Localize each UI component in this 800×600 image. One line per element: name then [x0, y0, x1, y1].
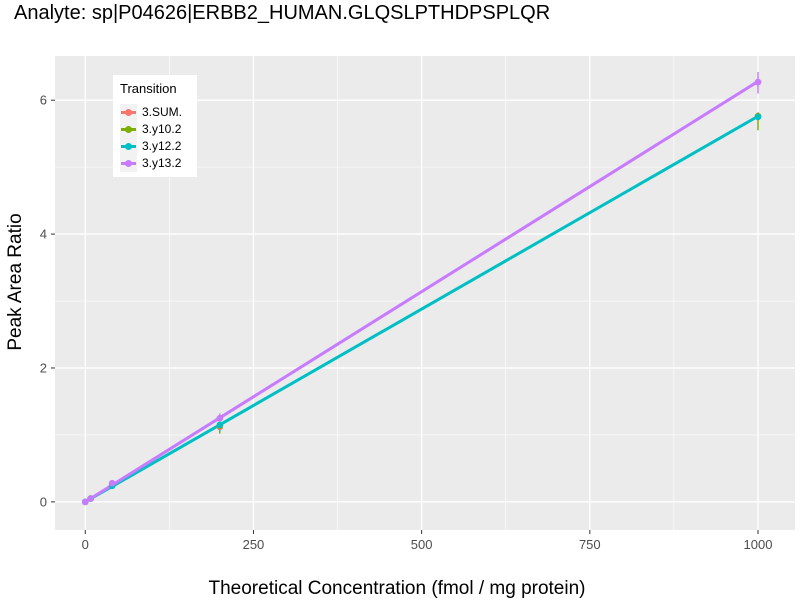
data-point	[216, 421, 224, 429]
data-point	[108, 479, 116, 487]
data-point	[87, 495, 94, 502]
legend-point-swatch	[125, 160, 132, 167]
legend-item-3-y10-2: 3.y10.2	[120, 121, 196, 138]
legend: Transition 3.SUM. 3.y10.2 3.y12.2 3.y13.…	[113, 75, 197, 177]
legend-label: 3.y10.2	[142, 122, 182, 136]
fit-line	[84, 80, 759, 504]
legend-label: 3.y12.2	[142, 139, 182, 153]
legend-item-3-y13-2: 3.y13.2	[120, 155, 196, 172]
x-tick-label: 750	[579, 537, 601, 552]
fit-line	[84, 114, 759, 504]
legend-item-3-sum: 3.SUM.	[120, 104, 196, 121]
y-tick-label: 2	[40, 360, 47, 375]
legend-key	[120, 104, 137, 121]
x-tick-label: 250	[243, 537, 265, 552]
y-tick-label: 4	[40, 227, 47, 242]
legend-title: Transition	[120, 81, 177, 96]
x-tick-label: 1000	[744, 537, 773, 552]
x-axis-title: Theoretical Concentration (fmol / mg pro…	[208, 578, 586, 599]
chart-title: Analyte: sp|P04626|ERBB2_HUMAN.GLQSLPTHD…	[14, 2, 551, 24]
data-point	[754, 78, 762, 86]
x-tick-label: 500	[411, 537, 433, 552]
data-point	[81, 498, 89, 506]
legend-key	[120, 121, 137, 138]
data-points	[81, 78, 762, 506]
legend-point-swatch	[125, 126, 132, 133]
legend-point-swatch	[125, 143, 132, 150]
y-tick-label: 6	[40, 93, 47, 108]
x-tick-label: 0	[82, 537, 89, 552]
y-axis-ticks: 0 2 4 6	[40, 93, 55, 509]
legend-key	[120, 138, 137, 155]
data-point	[754, 113, 762, 121]
fit-lines	[84, 80, 759, 504]
legend-item-3-y12-2: 3.y12.2	[120, 138, 196, 155]
major-gridlines	[55, 56, 795, 530]
legend-label: 3.SUM.	[142, 105, 183, 119]
legend-key	[120, 155, 137, 172]
y-axis-title: Peak Area Ratio	[5, 213, 26, 351]
legend-point-swatch	[125, 109, 132, 116]
data-point	[216, 414, 224, 422]
x-axis-ticks: 0 250 500 750 1000	[82, 530, 773, 552]
legend-label: 3.y13.2	[142, 156, 182, 170]
y-tick-label: 0	[40, 494, 47, 509]
